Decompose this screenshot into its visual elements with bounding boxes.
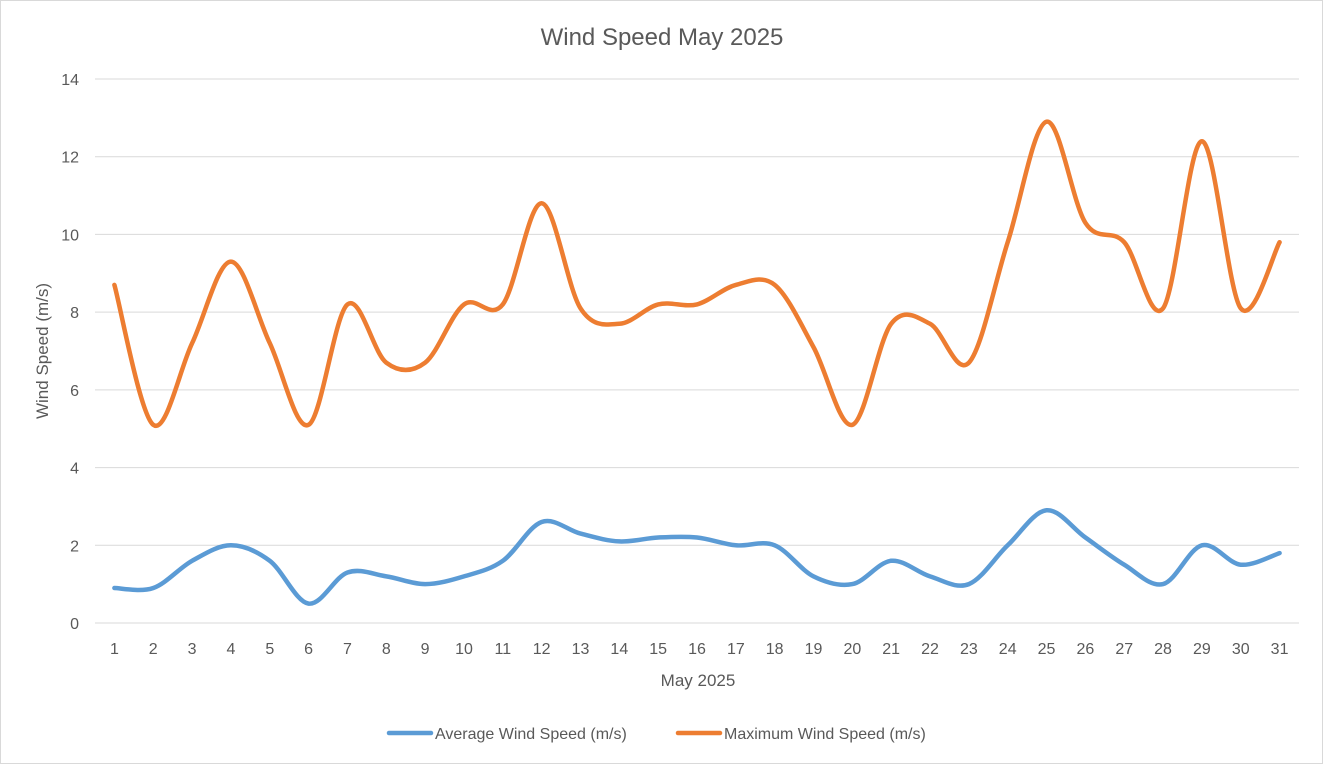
legend-entry: Maximum Wind Speed (m/s) [724, 726, 926, 743]
y-tick-label: 6 [70, 383, 79, 400]
x-tick-label: 29 [1193, 641, 1211, 658]
x-axis-tick-labels: 1 2 3 4 5 6 7 8 9 10 11 12 13 14 15 16 17 18 19 20 21 22 23 24 2… [110, 641, 1289, 658]
x-tick-label: 17 [727, 641, 745, 658]
x-tick-label: 14 [610, 641, 628, 658]
x-tick-label: 8 [382, 641, 391, 658]
x-tick-label: 25 [1038, 641, 1056, 658]
y-tick-label: 8 [70, 305, 79, 322]
x-tick-label: 18 [766, 641, 784, 658]
x-tick-label: 15 [649, 641, 667, 658]
series-lines [112, 119, 1282, 606]
x-tick-label: 30 [1232, 641, 1250, 658]
y-axis-label: Wind Speed (m/s) [33, 283, 52, 419]
gridlines [95, 78, 1299, 624]
legend: Average Wind Speed (m/s) Maximum Wind Spe… [386, 726, 926, 743]
y-tick-label: 4 [70, 461, 79, 478]
x-tick-label: 24 [999, 641, 1017, 658]
y-tick-label: 10 [61, 227, 79, 244]
x-tick-label: 1 [110, 641, 119, 658]
y-axis-tick-labels: 0 2 4 6 8 10 12 14 [61, 72, 79, 633]
series-line-maximum [112, 119, 1282, 428]
x-tick-label: 13 [572, 641, 590, 658]
x-tick-label: 22 [921, 641, 939, 658]
x-tick-label: 11 [495, 641, 512, 658]
y-tick-label: 0 [70, 616, 79, 633]
x-tick-label: 12 [533, 641, 551, 658]
x-tick-label: 6 [304, 641, 313, 658]
x-tick-label: 9 [421, 641, 430, 658]
x-tick-label: 7 [343, 641, 352, 658]
series-line-average [112, 508, 1282, 606]
y-tick-label: 14 [61, 72, 79, 89]
x-tick-label: 31 [1271, 641, 1289, 658]
x-tick-label: 16 [688, 641, 706, 658]
x-axis-label: May 2025 [661, 671, 736, 690]
x-tick-label: 28 [1154, 641, 1172, 658]
x-tick-label: 4 [226, 641, 235, 658]
x-tick-label: 21 [882, 641, 900, 658]
legend-entry: Average Wind Speed (m/s) [435, 726, 627, 743]
x-tick-label: 23 [960, 641, 978, 658]
x-tick-label: 5 [265, 641, 274, 658]
x-tick-label: 26 [1076, 641, 1094, 658]
x-tick-label: 3 [188, 641, 197, 658]
x-tick-label: 27 [1115, 641, 1133, 658]
x-tick-label: 2 [149, 641, 158, 658]
x-tick-label: 19 [805, 641, 823, 658]
y-tick-label: 2 [70, 538, 79, 555]
x-tick-label: 20 [843, 641, 861, 658]
chart-title: Wind Speed May 2025 [541, 24, 784, 51]
y-tick-label: 12 [61, 150, 79, 167]
x-tick-label: 10 [455, 641, 473, 658]
